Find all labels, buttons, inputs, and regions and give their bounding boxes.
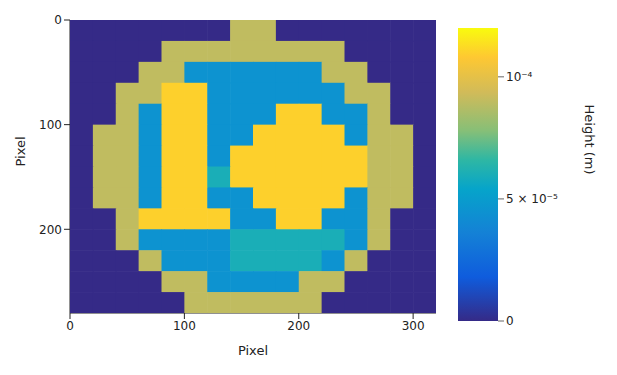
svg-text:0: 0 — [66, 319, 74, 333]
svg-text:Pixel: Pixel — [238, 343, 268, 358]
svg-text:100: 100 — [39, 118, 62, 132]
svg-text:10⁻⁴: 10⁻⁴ — [506, 70, 533, 84]
svg-text:100: 100 — [173, 319, 196, 333]
svg-text:200: 200 — [39, 223, 62, 237]
svg-text:300: 300 — [402, 319, 425, 333]
svg-text:0: 0 — [54, 13, 62, 27]
svg-text:0: 0 — [506, 314, 514, 328]
svg-text:200: 200 — [287, 319, 310, 333]
svg-text:5 × 10⁻⁵: 5 × 10⁻⁵ — [506, 192, 558, 206]
svg-text:Height (m): Height (m) — [582, 105, 597, 175]
svg-text:Pixel: Pixel — [13, 136, 28, 166]
